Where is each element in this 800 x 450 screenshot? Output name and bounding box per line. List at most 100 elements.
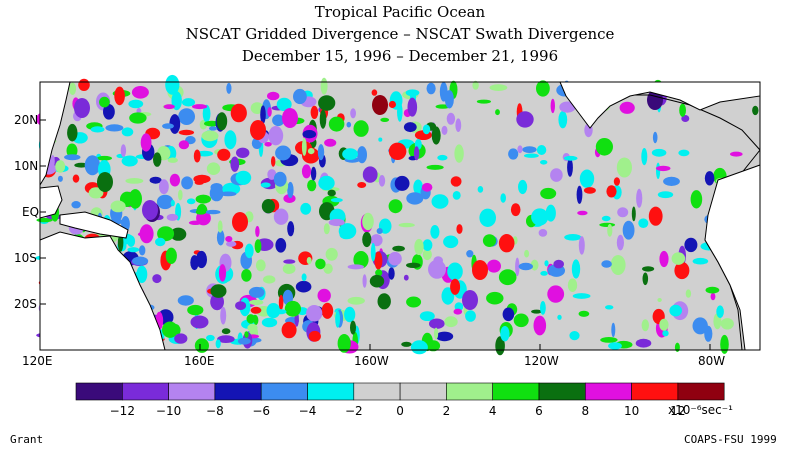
- divergence-patch: [617, 207, 629, 218]
- divergence-patch: [600, 337, 618, 343]
- central-america-land: [559, 81, 761, 129]
- title-line-2: NSCAT Gridded Divergence – NSCAT Swath D…: [185, 25, 615, 43]
- divergence-patch: [378, 137, 383, 142]
- divergence-patch: [310, 105, 319, 119]
- divergence-core: [232, 212, 248, 232]
- colorbar-swatch: [75, 382, 123, 401]
- divergence-patch: [217, 220, 223, 233]
- divergence-patch: [206, 334, 215, 342]
- colorbar-tick-label: −12: [110, 404, 135, 418]
- new-guinea-land: [59, 211, 129, 239]
- divergence-patch: [553, 259, 564, 269]
- divergence-patch: [181, 98, 196, 107]
- divergence-patch: [347, 296, 365, 305]
- divergence-patch: [328, 116, 345, 132]
- divergence-patch: [157, 226, 175, 242]
- divergence-patch: [287, 221, 295, 237]
- divergence-patch: [674, 261, 690, 280]
- divergence-patch: [663, 176, 680, 186]
- divergence-patch: [508, 148, 519, 160]
- divergence-patch: [132, 256, 149, 266]
- divergence-patch: [567, 158, 573, 177]
- divergence-patch: [140, 133, 152, 152]
- divergence-patch: [194, 180, 204, 185]
- divergence-patch: [456, 224, 463, 234]
- divergence-patch: [72, 174, 80, 183]
- divergence-patch: [516, 111, 534, 128]
- divergence-patch: [190, 315, 209, 329]
- divergence-patch: [201, 130, 219, 142]
- divergence-patch: [323, 223, 330, 235]
- colorbar: −12 −10 −8 −6 −4 −2 0 2 4 6 8 10 12: [75, 382, 725, 418]
- divergence-patch: [656, 162, 661, 179]
- colorbar-tick-label: −4: [299, 404, 317, 418]
- colorbar-tick-label: 0: [396, 404, 404, 418]
- divergence-patch: [230, 103, 247, 123]
- lon-label-120e: 120E: [22, 354, 53, 368]
- divergence-patch: [533, 315, 547, 336]
- divergence-patch: [362, 274, 367, 288]
- divergence-patch: [241, 269, 252, 282]
- divergence-patch: [275, 238, 287, 253]
- divergence-patch: [564, 234, 582, 241]
- divergence-patch: [370, 243, 376, 262]
- divergence-patch: [518, 179, 528, 195]
- colorbar-swatch: [584, 382, 632, 401]
- divergence-patch: [437, 154, 448, 161]
- divergence-patch: [181, 176, 194, 190]
- divergence-core: [250, 120, 266, 140]
- divergence-patch: [692, 257, 709, 265]
- divergence-patch: [476, 99, 491, 104]
- divergence-patch: [569, 331, 580, 341]
- colorbar-swatch: [677, 382, 725, 401]
- divergence-patch: [317, 288, 331, 303]
- divergence-patch: [55, 160, 66, 173]
- divergence-patch: [250, 306, 262, 314]
- divergence-patch: [403, 274, 409, 281]
- divergence-patch: [301, 273, 307, 282]
- divergence-patch: [103, 104, 115, 120]
- divergence-field: [35, 74, 760, 356]
- divergence-patch: [616, 157, 633, 178]
- divergence-patch: [221, 328, 231, 335]
- divergence-patch: [669, 304, 682, 317]
- divergence-patch: [380, 117, 390, 122]
- divergence-patch: [679, 103, 686, 117]
- divergence-patch: [540, 301, 546, 315]
- divergence-patch: [545, 204, 556, 222]
- divergence-patch: [720, 334, 729, 354]
- divergence-patch: [410, 340, 428, 355]
- divergence-patch: [435, 331, 454, 342]
- divergence-patch: [362, 231, 372, 248]
- divergence-patch: [388, 251, 402, 266]
- divergence-patch: [84, 155, 101, 176]
- divergence-patch: [605, 305, 614, 310]
- divergence-patch: [540, 160, 548, 165]
- divergence-patch: [374, 251, 383, 270]
- divergence-patch: [406, 262, 421, 268]
- divergence-patch: [651, 148, 667, 157]
- lat-label-eq: EQ: [22, 205, 40, 219]
- divergence-patch: [67, 123, 78, 142]
- divergence-patch: [659, 318, 669, 331]
- divergence-patch: [579, 169, 595, 188]
- divergence-patch: [371, 89, 378, 96]
- divergence-core: [74, 98, 90, 118]
- divergence-patch: [128, 99, 144, 109]
- divergence-patch: [631, 206, 636, 222]
- divergence-patch: [155, 237, 166, 247]
- divergence-patch: [730, 151, 743, 157]
- divergence-patch: [323, 263, 333, 274]
- divergence-patch: [216, 112, 228, 131]
- divergence-patch: [325, 247, 338, 261]
- divergence-patch: [153, 152, 162, 167]
- divergence-patch: [472, 80, 479, 90]
- divergence-patch: [681, 115, 690, 122]
- divergence-patch: [260, 182, 271, 188]
- divergence-patch: [308, 330, 321, 342]
- divergence-patch: [657, 298, 662, 302]
- divergence-patch: [450, 278, 461, 295]
- divergence-patch: [149, 176, 162, 184]
- divergence-patch: [443, 235, 459, 249]
- colorbar-tick-label: 8: [581, 404, 589, 418]
